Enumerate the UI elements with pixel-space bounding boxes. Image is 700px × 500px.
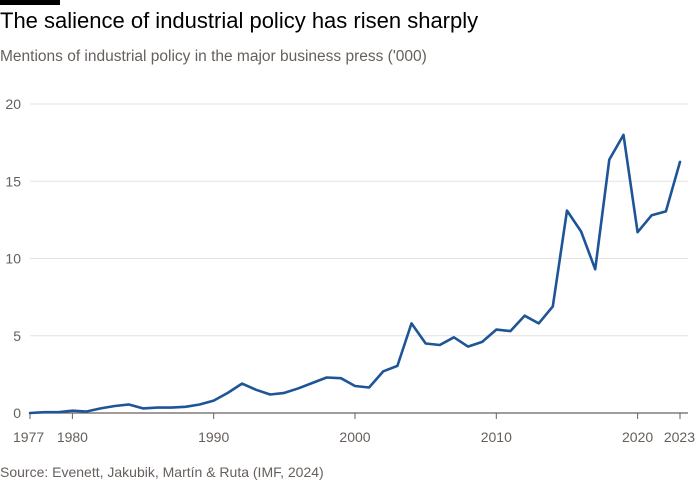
y-tick-label: 5 bbox=[13, 328, 21, 344]
x-axis-ticks bbox=[29, 413, 681, 419]
series-line bbox=[28, 133, 682, 415]
y-tick-labels: 0 5 10 15 20 bbox=[5, 96, 21, 421]
x-tick-label: 1980 bbox=[57, 429, 88, 445]
chart-subtitle: Mentions of industrial policy in the maj… bbox=[0, 48, 427, 65]
top-accent-bar bbox=[0, 0, 60, 5]
chart-title: The salience of industrial policy has ri… bbox=[0, 8, 479, 33]
x-tick-labels: 1977 1980 1990 2000 2010 2020 2023 bbox=[13, 429, 695, 445]
source-note: Source: Evenett, Jakubik, Martín & Ruta … bbox=[0, 464, 324, 480]
x-tick-label: 2010 bbox=[481, 429, 512, 445]
grid-lines bbox=[30, 103, 688, 414]
x-tick-label: 1990 bbox=[198, 429, 229, 445]
x-tick-label: 1977 bbox=[13, 429, 44, 445]
x-tick-label: 2000 bbox=[339, 429, 370, 445]
x-tick-label: 2023 bbox=[664, 429, 695, 445]
y-tick-label: 20 bbox=[5, 96, 21, 112]
x-tick-label: 2020 bbox=[622, 429, 653, 445]
y-tick-label: 15 bbox=[5, 173, 21, 189]
y-tick-label: 0 bbox=[13, 405, 21, 421]
y-tick-label: 10 bbox=[5, 251, 21, 267]
series-layer bbox=[28, 133, 682, 415]
